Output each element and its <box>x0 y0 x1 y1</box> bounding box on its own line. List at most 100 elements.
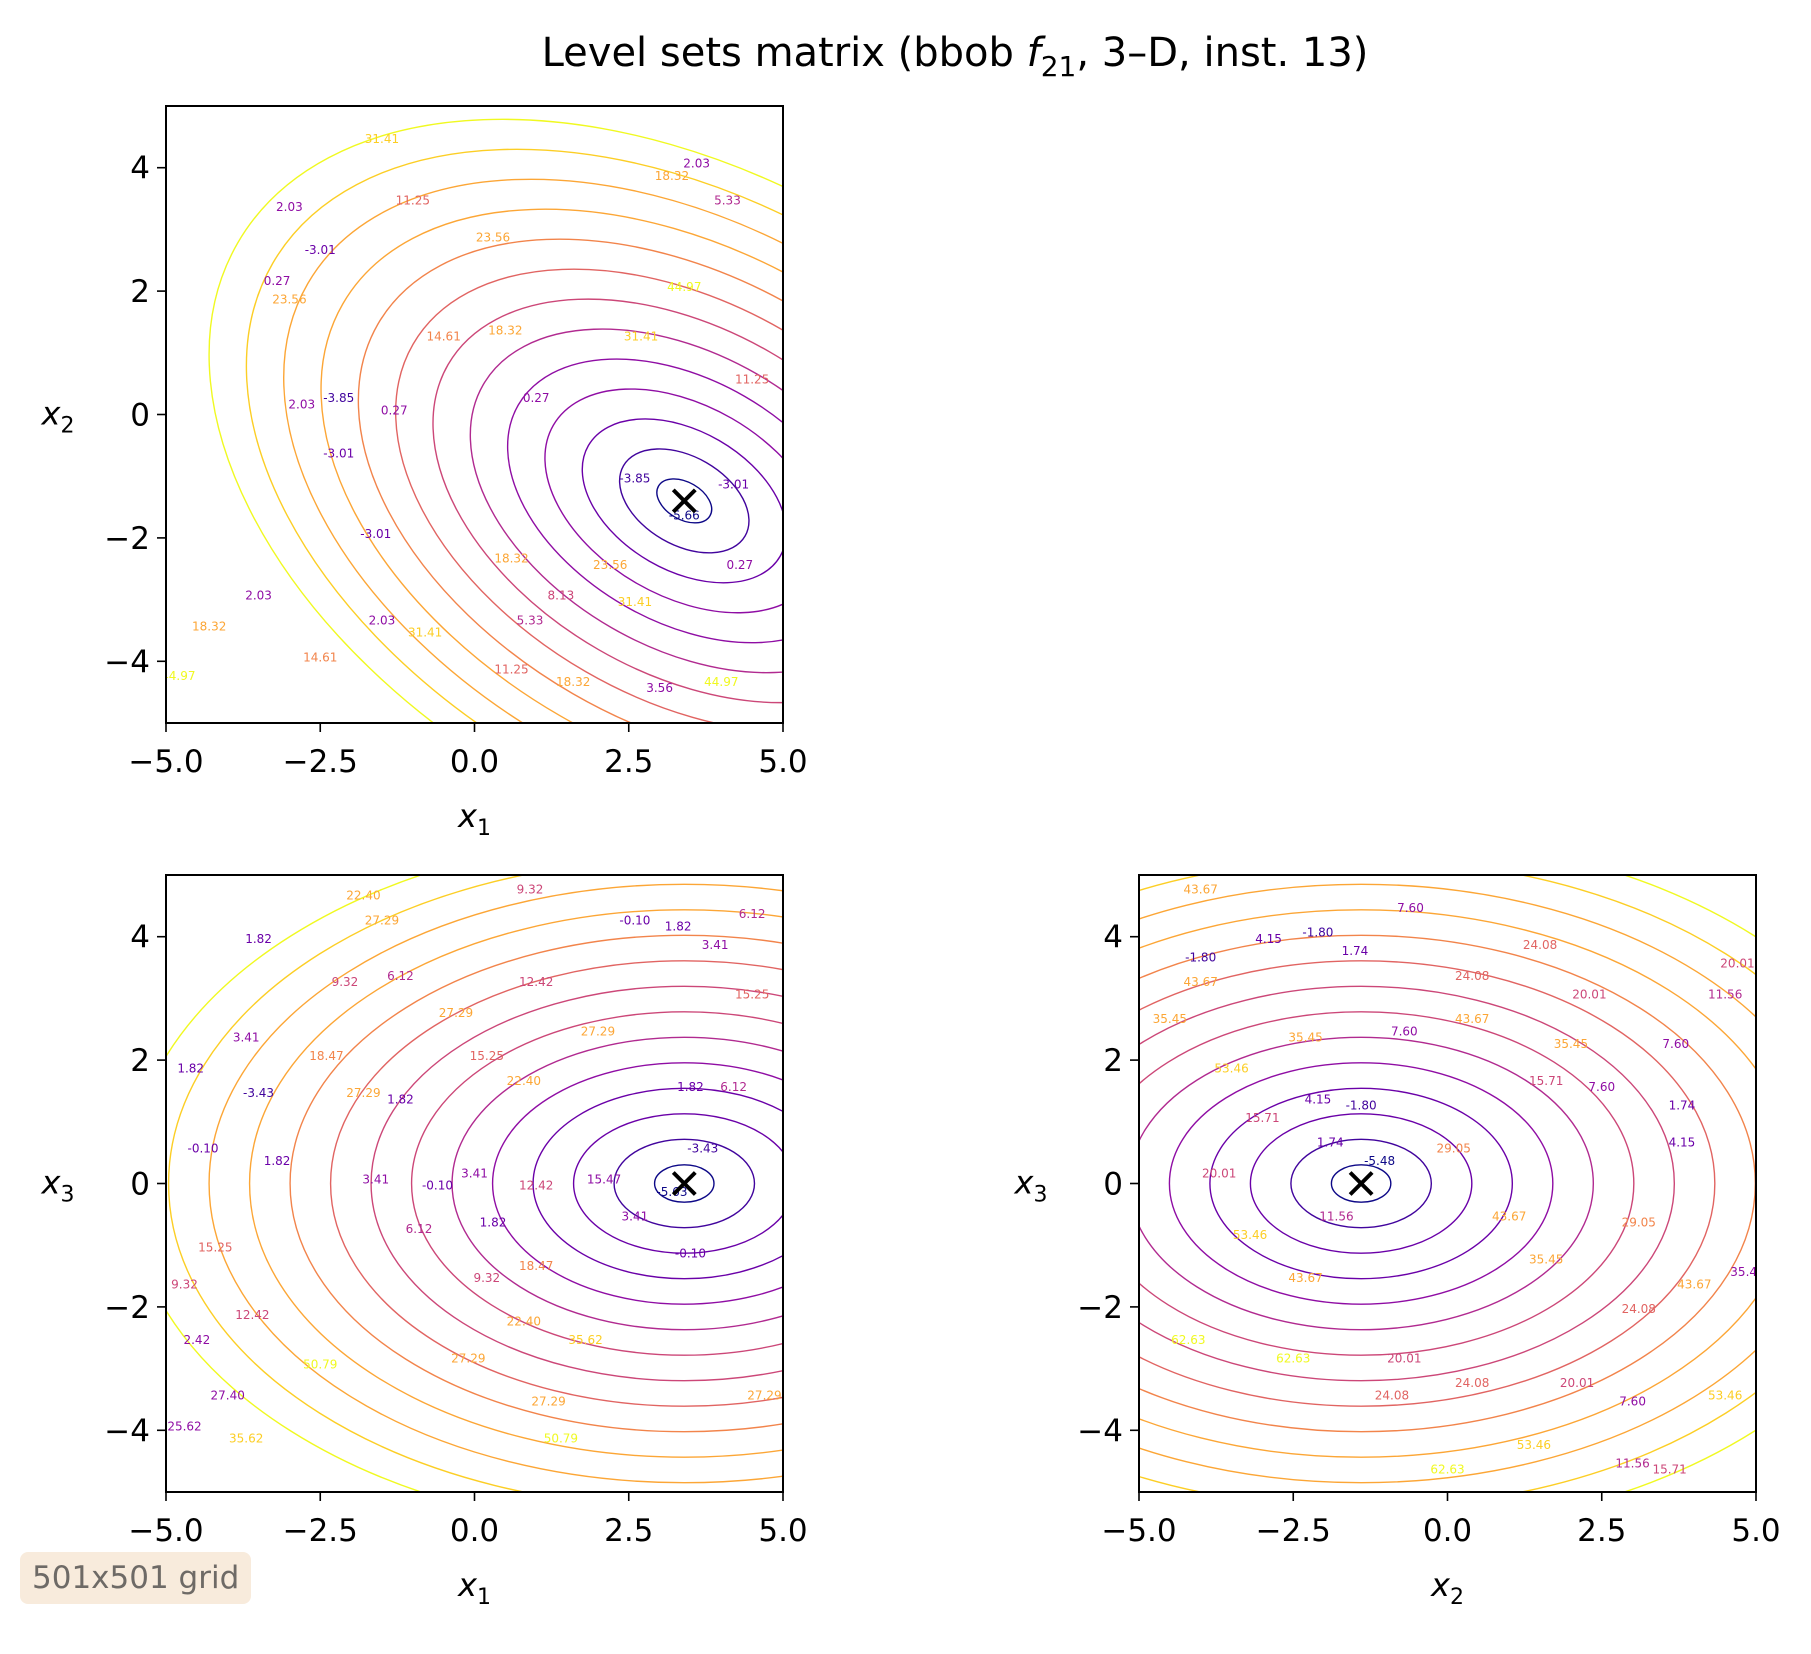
contour-level-label: 35.62 <box>568 1333 602 1347</box>
contour-level-label: 15.71 <box>1652 1462 1686 1476</box>
contour-level-label: 43.67 <box>1184 883 1218 897</box>
contour-level-label: 3.41 <box>461 1166 488 1180</box>
contour-level-label: 18.32 <box>494 552 528 566</box>
contour-level-label: -3.43 <box>243 1086 274 1100</box>
grid-size-badge: 501x501 grid <box>20 1552 252 1604</box>
contour-level-label: 24.08 <box>1455 1376 1489 1390</box>
contour-level-label: 15.25 <box>470 1049 504 1063</box>
contour-level-label: 20.01 <box>1387 1351 1421 1365</box>
contour-level-label: 0.27 <box>726 558 753 572</box>
contour-level-label: 27.29 <box>346 1086 380 1100</box>
contour-level-label: 2.03 <box>288 397 315 411</box>
contour-level-label: 43.67 <box>1184 975 1218 989</box>
contour-level-label: 53.46 <box>1708 1388 1742 1402</box>
x-tick-label: 5.0 <box>758 744 807 780</box>
contour-level-label: 15.47 <box>587 1173 621 1187</box>
axes-frame <box>165 105 784 724</box>
contour-level-label: 3.41 <box>233 1031 260 1045</box>
x-tick-label: 5.0 <box>758 1513 807 1549</box>
contour-line <box>208 883 783 1484</box>
x-tick-label: 2.5 <box>604 744 653 780</box>
contour-level-label: 7.60 <box>1662 1037 1689 1051</box>
contour-level-label: 6.12 <box>739 907 766 921</box>
contour-line <box>451 1036 783 1331</box>
contour-line <box>1139 1011 1635 1356</box>
contour-line <box>1290 1138 1433 1229</box>
contour-level-label: 31.41 <box>618 595 652 609</box>
contour-level-label: 43.67 <box>1455 1012 1489 1026</box>
contour-level-label: 4.15 <box>1255 932 1282 946</box>
contour-level-label: 11.56 <box>1319 1210 1353 1224</box>
contour-line <box>532 1087 783 1280</box>
contour-level-label: 3.41 <box>362 1173 389 1187</box>
contour-level-label: 6.12 <box>406 1222 433 1236</box>
contour-level-label: 27.29 <box>581 1024 615 1038</box>
contour-line <box>410 1011 783 1356</box>
y-tick-label: 2 <box>130 1043 150 1079</box>
contour-level-label: 9.32 <box>517 883 544 897</box>
marker-stroke <box>1348 1171 1374 1196</box>
contour-level-label: 22.40 <box>507 1074 541 1088</box>
contour-level-label: 0.27 <box>523 391 550 405</box>
y-tick-label: −2 <box>1077 1290 1123 1326</box>
contour-line <box>1139 883 1756 1484</box>
contour-level-label: 23.56 <box>272 292 306 306</box>
contour-level-label: 27.29 <box>531 1395 565 1409</box>
contour-level-label: 1.82 <box>177 1061 204 1075</box>
contour-level-label: 3.41 <box>622 1210 649 1224</box>
contour-level-label: 18.32 <box>655 169 689 183</box>
contour-line <box>656 478 713 524</box>
title-function-index: 21 <box>1041 50 1077 83</box>
contour-level-label: 53.46 <box>1214 1061 1248 1075</box>
contour-level-label: 15.71 <box>1529 1074 1563 1088</box>
x-tick-label: 2.5 <box>604 1513 653 1549</box>
contour-line <box>618 448 750 554</box>
contour-level-label: 43.67 <box>1492 1210 1526 1224</box>
contour-line <box>469 328 783 674</box>
contour-level-label: 5.33 <box>714 194 741 208</box>
contour-level-label: 43.67 <box>1288 1271 1322 1285</box>
contour-level-label: 31.41 <box>624 329 658 343</box>
contour-level-label: 50.79 <box>544 1432 578 1446</box>
contour-level-label: 1.82 <box>480 1216 507 1230</box>
contour-line <box>1249 1113 1473 1254</box>
contour-level-label: 27.29 <box>365 913 399 927</box>
contour-level-label: 29.05 <box>1622 1216 1656 1230</box>
contour-level-label: 1.82 <box>387 1092 414 1106</box>
contour-level-label: 12.42 <box>519 975 553 989</box>
contour-level-label: -3.85 <box>323 391 354 405</box>
contour-level-label: -0.10 <box>422 1179 453 1193</box>
y-tick-label: 2 <box>1103 1043 1123 1079</box>
x-tick-label: −2.5 <box>1256 1513 1331 1549</box>
contour-level-label: 7.60 <box>1397 901 1424 915</box>
contour-level-label: 18.47 <box>519 1259 553 1273</box>
optimum-marker <box>671 1171 697 1196</box>
x-axis-label: x2 <box>1430 1566 1464 1610</box>
y-tick-label: 0 <box>130 398 150 434</box>
y-tick-label: −4 <box>104 1413 150 1449</box>
contour-level-label: -3.01 <box>360 527 391 541</box>
contour-level-label: 1.82 <box>245 932 272 946</box>
contour-level-label: 24.08 <box>1455 969 1489 983</box>
contour-level-label: 20.01 <box>1560 1376 1594 1390</box>
contour-level-label: 31.41 <box>365 132 399 146</box>
panel-x2-x3: -1.80 4.15 -1.80 1.74 7.60 43.67 43.67 35.45 53.… <box>1014 874 1781 1610</box>
contour-level-label: 24.08 <box>1622 1302 1656 1316</box>
x-tick-label: −2.5 <box>283 1513 358 1549</box>
y-tick-label: 0 <box>130 1167 150 1203</box>
contour-level-label: 6.12 <box>720 1080 747 1094</box>
y-axis-label: x3 <box>41 1164 75 1208</box>
contour-level-label: 9.32 <box>473 1271 500 1285</box>
y-tick-label: −2 <box>104 521 150 557</box>
contour-level-label: 44.97 <box>161 669 195 683</box>
figure-title: Level sets matrix (bbob f21, 3–D, inst. … <box>542 30 1369 83</box>
contour-level-label: 35.45 <box>1554 1037 1588 1051</box>
contour-line <box>357 238 783 723</box>
contour-line <box>1209 1087 1514 1280</box>
contour-level-label: 27.29 <box>439 1006 473 1020</box>
contour-level-label: 20.01 <box>1720 957 1754 971</box>
contour-line <box>245 148 783 723</box>
contour-level-label: 50.79 <box>303 1358 337 1372</box>
contour-line <box>370 985 783 1382</box>
